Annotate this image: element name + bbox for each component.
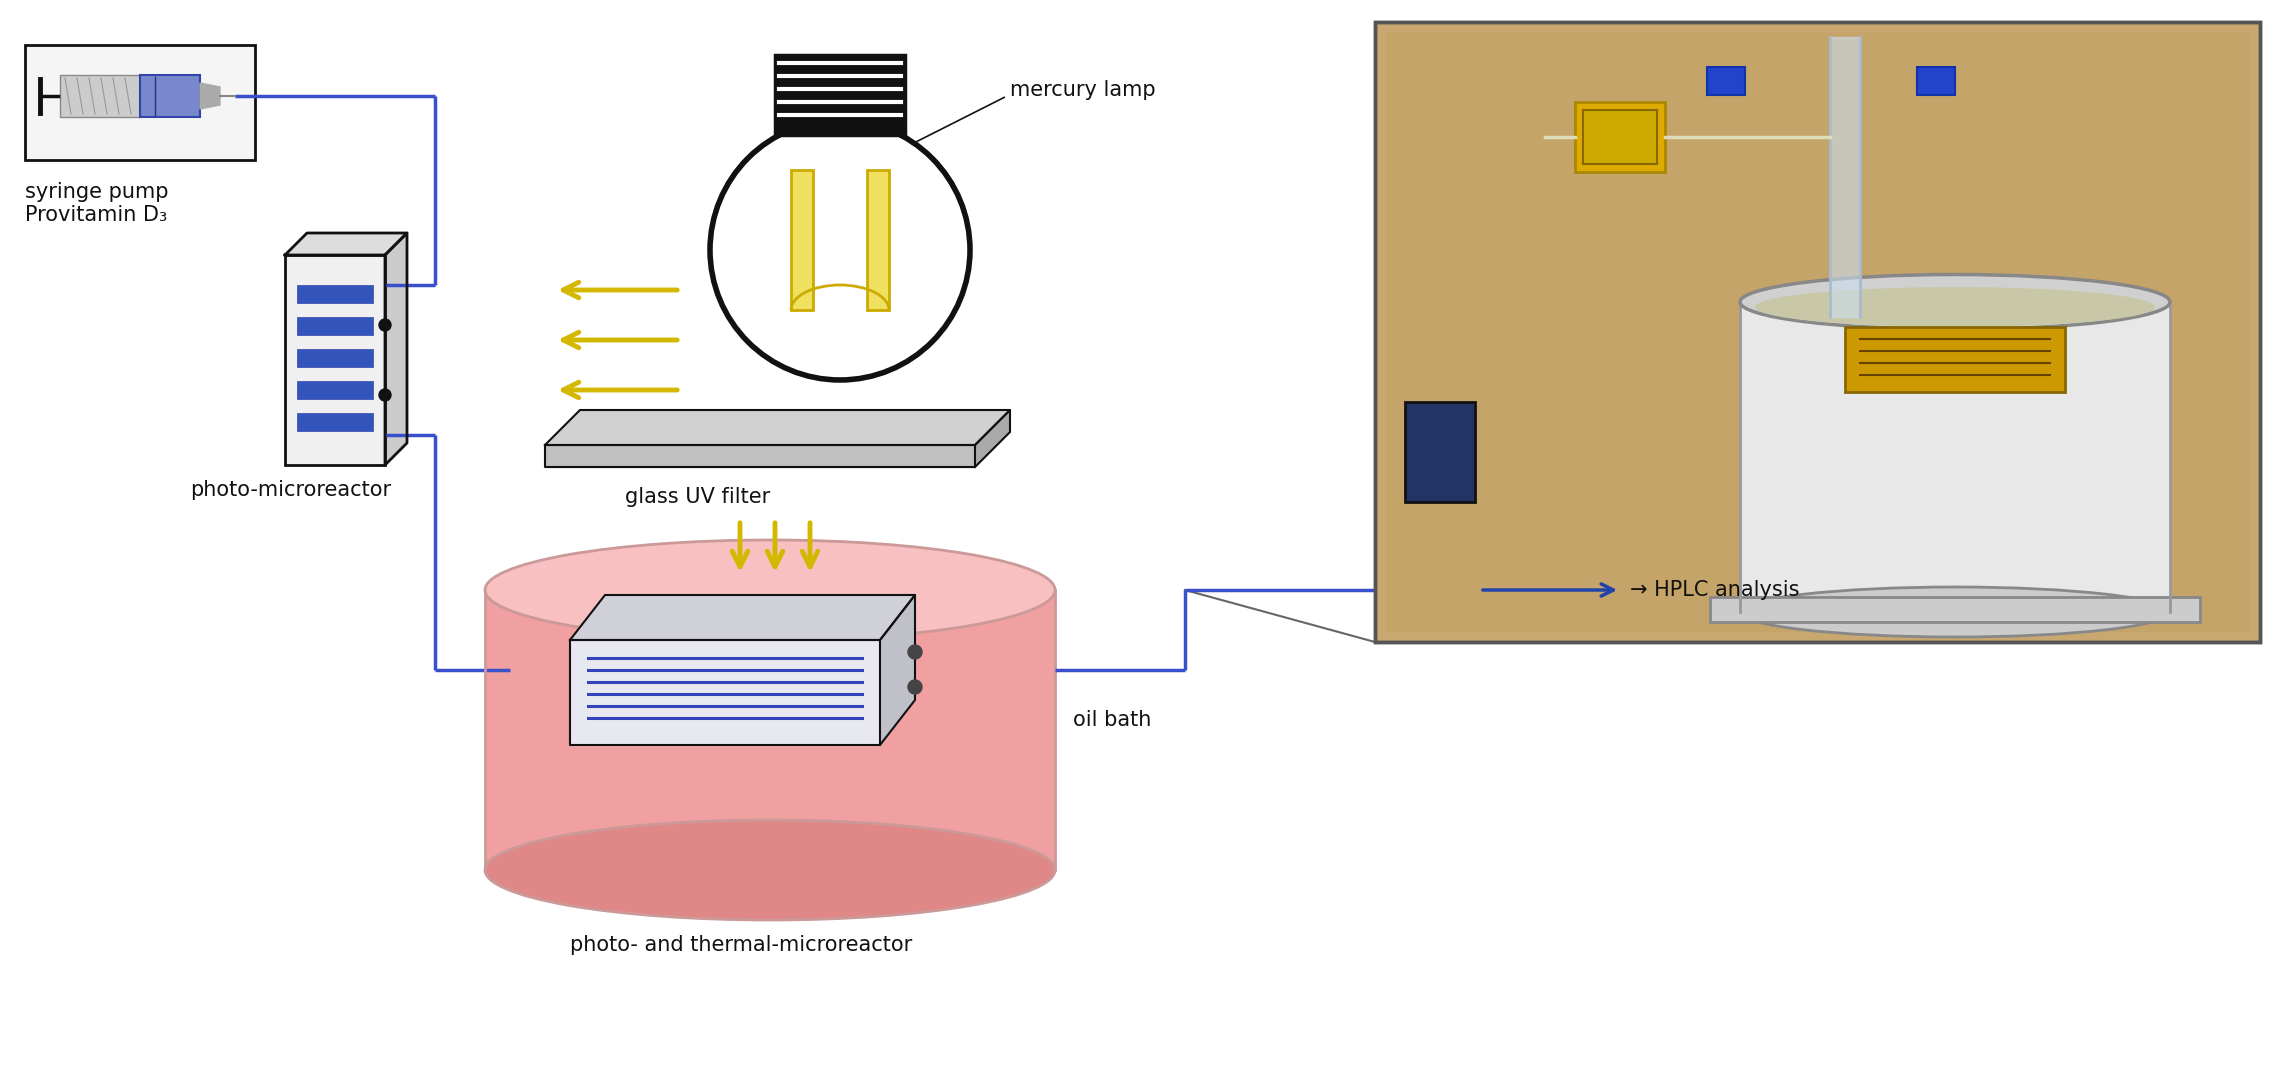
Polygon shape xyxy=(25,45,255,160)
Ellipse shape xyxy=(1755,287,2156,327)
Bar xyxy=(296,317,374,335)
Polygon shape xyxy=(285,233,408,255)
Circle shape xyxy=(378,389,392,401)
Bar xyxy=(296,413,374,431)
Bar xyxy=(775,55,905,135)
Bar xyxy=(866,170,889,310)
Circle shape xyxy=(907,680,923,694)
Bar xyxy=(139,75,201,117)
Polygon shape xyxy=(1739,302,2170,612)
Circle shape xyxy=(713,123,966,377)
Bar xyxy=(296,349,374,367)
Bar xyxy=(1584,110,1657,164)
Polygon shape xyxy=(880,595,914,745)
Polygon shape xyxy=(570,595,914,640)
Text: → HPLC analysis: → HPLC analysis xyxy=(1629,580,1800,600)
Bar xyxy=(1575,102,1666,172)
Text: photo-microreactor: photo-microreactor xyxy=(189,480,392,500)
Bar xyxy=(285,255,385,465)
Ellipse shape xyxy=(485,820,1055,919)
Bar xyxy=(296,285,374,303)
Bar xyxy=(1404,402,1475,503)
Bar xyxy=(1846,327,2065,392)
Bar xyxy=(25,45,255,160)
Text: photo- and thermal-microreactor: photo- and thermal-microreactor xyxy=(570,935,912,955)
Bar xyxy=(1709,597,2199,622)
Bar xyxy=(1374,22,2261,642)
Polygon shape xyxy=(545,410,1010,445)
Polygon shape xyxy=(201,83,221,109)
Polygon shape xyxy=(570,640,880,745)
Bar xyxy=(1917,67,1955,95)
Polygon shape xyxy=(1830,37,1860,317)
Polygon shape xyxy=(975,410,1010,467)
Text: syringe pump
Provitamin D₃: syringe pump Provitamin D₃ xyxy=(25,182,169,225)
Bar xyxy=(296,381,374,399)
Polygon shape xyxy=(545,445,975,467)
Bar xyxy=(1707,67,1746,95)
Ellipse shape xyxy=(1739,274,2170,329)
Polygon shape xyxy=(485,590,1055,870)
Polygon shape xyxy=(385,233,408,465)
Ellipse shape xyxy=(485,540,1055,640)
Ellipse shape xyxy=(1739,587,2170,637)
Bar xyxy=(791,170,814,310)
Bar xyxy=(1386,32,2249,632)
Circle shape xyxy=(907,645,923,658)
Text: glass UV filter: glass UV filter xyxy=(624,487,770,507)
Bar xyxy=(1374,22,2261,642)
Circle shape xyxy=(378,319,392,331)
Text: oil bath: oil bath xyxy=(1073,710,1151,730)
Text: mercury lamp: mercury lamp xyxy=(1010,80,1155,100)
Bar xyxy=(59,75,139,117)
